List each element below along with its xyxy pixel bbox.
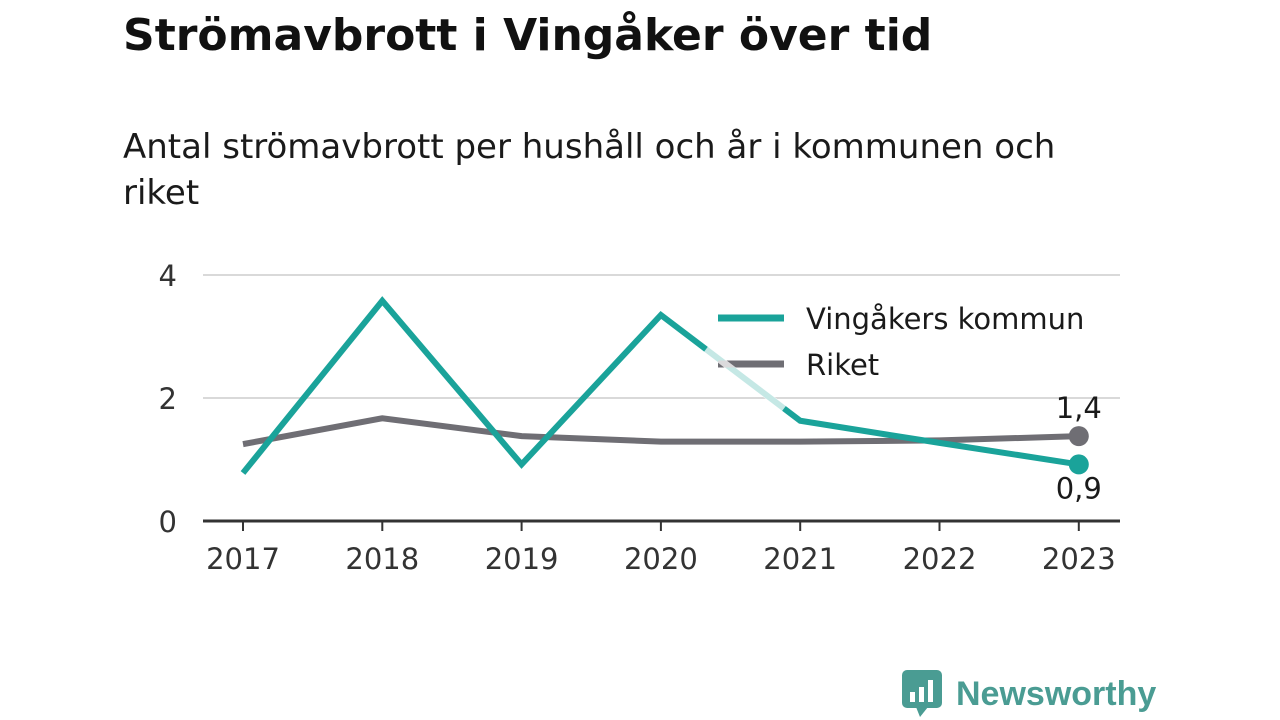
x-tick-label: 2017 — [206, 542, 280, 576]
series-line-riket — [242, 415, 1079, 448]
end-label-riket: 1,4 — [1056, 391, 1102, 425]
legend-overlap-mask — [703, 346, 787, 412]
y-tick-label: 4 — [159, 259, 177, 293]
x-tick-label: 2023 — [1042, 542, 1116, 576]
legend: Vingåkers kommun Riket — [703, 298, 1088, 412]
bar-chart-speech-bubble-icon — [902, 670, 942, 717]
x-axis: 2017 2018 2019 2020 2021 2022 2023 — [203, 519, 1120, 576]
end-point-vingakers-kommun — [1068, 454, 1089, 475]
legend-label: Vingåkers kommun — [806, 302, 1084, 336]
newsworthy-logo: Newsworthy — [902, 670, 1156, 718]
x-tick-label: 2022 — [903, 542, 977, 576]
series-lines — [240, 296, 1089, 475]
chart-title: Strömavbrott i Vingåker över tid — [123, 10, 933, 61]
end-point-riket — [1068, 426, 1089, 447]
x-tick-label: 2019 — [485, 542, 559, 576]
x-tick-label: 2021 — [763, 542, 837, 576]
brand-name: Newsworthy — [956, 674, 1157, 713]
x-tick-label: 2018 — [345, 542, 419, 576]
legend-label: Riket — [806, 348, 879, 382]
y-tick-label: 0 — [159, 505, 177, 539]
grid-lines: 0 2 4 — [159, 259, 1120, 539]
end-label-vingakers-kommun: 0,9 — [1056, 471, 1102, 505]
series-line-vingakers-kommun — [240, 296, 1080, 475]
y-tick-label: 2 — [159, 382, 177, 416]
chart-subtitle: Antal strömavbrott per hushåll och år i … — [123, 127, 1056, 213]
x-tick-label: 2020 — [624, 542, 698, 576]
end-labels: 1,4 0,9 — [1056, 391, 1102, 505]
